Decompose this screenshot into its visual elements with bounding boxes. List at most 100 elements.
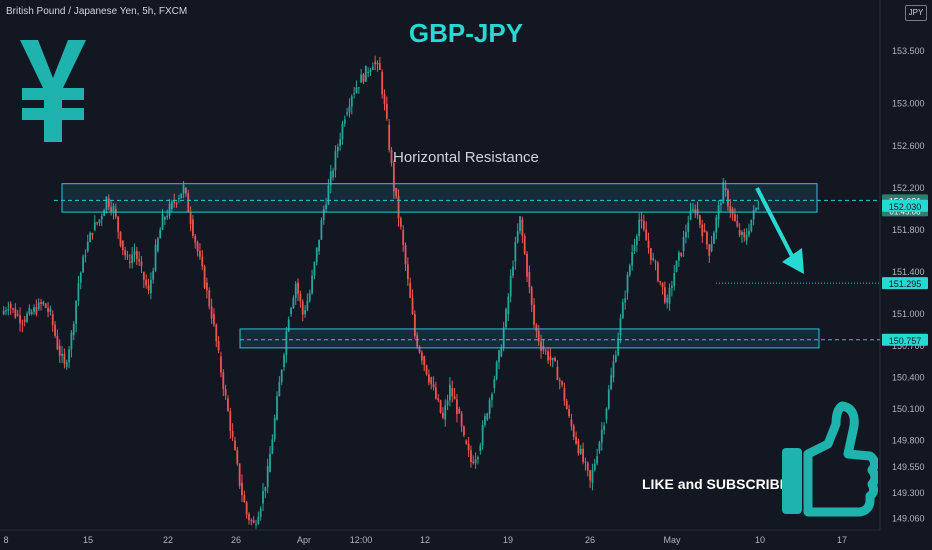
candle-body	[682, 237, 685, 252]
candle-body	[703, 230, 706, 232]
candle-body	[255, 524, 257, 526]
candle-body	[231, 431, 234, 438]
candle-body	[285, 331, 288, 355]
candle-body	[467, 443, 470, 451]
candle-body	[294, 283, 297, 299]
candle-body	[460, 413, 463, 427]
candle-body	[126, 255, 129, 257]
x-tick-label: 10	[755, 535, 765, 545]
candle-body	[383, 94, 386, 104]
candle-body	[238, 463, 241, 486]
candle-body	[376, 62, 379, 65]
candle-body	[530, 287, 533, 305]
candle-body	[315, 247, 318, 263]
candle-body	[75, 300, 77, 324]
candle-body	[509, 275, 512, 297]
candle-body	[9, 303, 12, 309]
candle-body	[614, 355, 617, 362]
candle-body	[397, 196, 400, 219]
candle-body	[156, 238, 159, 252]
candle-body	[243, 495, 246, 503]
candle-body	[694, 209, 697, 214]
candle-body	[245, 502, 248, 515]
candle-body	[451, 387, 454, 397]
candle-body	[699, 215, 701, 225]
candle-body	[201, 256, 204, 267]
candle-body	[568, 409, 570, 417]
candle-body	[596, 456, 599, 464]
candle-body	[348, 106, 351, 113]
candle-body	[367, 72, 370, 74]
candle-body	[685, 231, 687, 238]
thumbs-up-icon	[782, 401, 878, 517]
candle-body	[23, 319, 26, 322]
candle-body	[582, 448, 585, 462]
candle-body	[498, 350, 500, 363]
candle-body	[82, 256, 85, 273]
candle-body	[222, 372, 225, 390]
candle-body	[409, 282, 412, 298]
candle-body	[117, 216, 120, 232]
candle-body	[638, 219, 641, 237]
candle-body	[313, 262, 316, 276]
candle-body	[131, 254, 134, 263]
y-tick-label: 150.400	[892, 372, 925, 382]
candle-body	[439, 400, 442, 413]
candle-body	[474, 459, 477, 464]
candle-body	[619, 318, 622, 336]
candle-body	[93, 222, 96, 230]
candle-body	[103, 210, 106, 216]
price-label: 150.757	[889, 336, 922, 346]
candle-body	[493, 379, 496, 388]
candle-body	[166, 215, 169, 218]
candle-body	[177, 198, 180, 200]
candle-body	[444, 405, 447, 420]
candle-body	[416, 335, 419, 347]
candle-body	[486, 413, 489, 420]
currency-badge[interactable]: JPY	[905, 5, 927, 21]
candle-body	[720, 203, 722, 206]
candle-body	[159, 229, 162, 239]
candle-body	[264, 486, 267, 492]
candle-body	[491, 394, 493, 400]
candle-body	[89, 232, 92, 243]
candle-body	[631, 251, 634, 266]
candle-body	[713, 232, 715, 244]
candle-body	[449, 384, 451, 401]
candle-body	[381, 72, 384, 95]
candle-body	[750, 219, 753, 232]
candle-body	[521, 219, 524, 237]
candle-body	[287, 319, 290, 332]
candle-body	[68, 349, 70, 363]
candle-body	[2, 310, 5, 315]
candle-body	[472, 461, 475, 464]
candle-body	[598, 442, 601, 452]
candle-body	[56, 335, 59, 350]
candle-body	[621, 302, 624, 319]
y-tick-label: 153.500	[892, 46, 925, 56]
x-tick-label: 8	[3, 535, 8, 545]
candle-body	[217, 341, 220, 351]
candle-body	[677, 252, 680, 261]
candle-body	[121, 240, 124, 251]
candle-body	[224, 389, 227, 396]
x-tick-label: 12:00	[350, 535, 373, 545]
candle-body	[563, 387, 566, 402]
candle-body	[605, 408, 608, 420]
candle-body	[591, 469, 594, 483]
forecast-arrow	[755, 187, 795, 259]
candle-body	[404, 244, 407, 265]
candle-body	[84, 255, 87, 257]
candle-body	[442, 412, 444, 418]
candle-body	[484, 416, 486, 425]
candle-body	[456, 399, 458, 415]
candle-body	[481, 424, 484, 446]
candle-body	[519, 216, 521, 232]
candle-body	[465, 440, 468, 444]
candle-body	[427, 374, 430, 383]
candle-body	[21, 323, 24, 325]
candle-body	[635, 236, 638, 246]
candle-body	[220, 356, 222, 373]
candle-body	[173, 201, 176, 203]
